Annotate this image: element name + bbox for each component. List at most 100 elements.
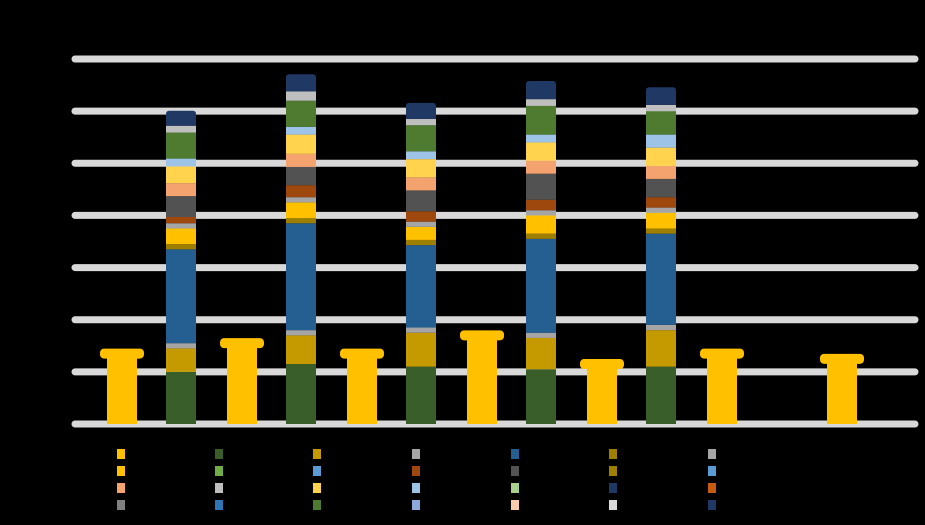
bar-segment: [166, 216, 196, 224]
bar-segment: [526, 337, 556, 370]
legend-swatch: [117, 483, 125, 493]
legend-swatch: [412, 483, 420, 493]
bar-left-cap: [220, 338, 264, 349]
bar-segment: [526, 332, 556, 338]
bar-left: [347, 353, 377, 424]
bar-segment: [166, 371, 196, 424]
gridlines: [71, 55, 919, 428]
legend-swatch: [609, 500, 617, 510]
legend-entry: [511, 500, 521, 510]
bar-segment: [286, 91, 316, 101]
legend-swatch: [412, 449, 420, 459]
bars: [100, 74, 864, 424]
legend-swatch: [313, 500, 321, 510]
bar-stack-cap: [646, 87, 676, 94]
bar-left-cap: [100, 348, 144, 359]
legend-swatch: [117, 466, 125, 476]
bar-segment: [406, 125, 436, 152]
bar-left-cap: [460, 330, 504, 341]
legend-swatch: [511, 466, 519, 476]
bar-segment: [406, 221, 436, 227]
legend-entry: [313, 449, 323, 459]
bar-segment: [286, 126, 316, 135]
bar-segment: [406, 105, 436, 119]
bar-segment: [166, 183, 196, 197]
bar-segment: [526, 238, 556, 333]
legend-swatch: [215, 500, 223, 510]
bar-stack-cap: [286, 74, 316, 81]
bar-segment: [646, 134, 676, 148]
legend-entry: [708, 483, 718, 493]
bar-segment: [406, 159, 436, 178]
bar-stack-cap: [526, 81, 556, 88]
bar-segment: [526, 215, 556, 234]
legend-swatch: [215, 449, 223, 459]
bar-segment: [406, 190, 436, 212]
legend-entry: [609, 500, 619, 510]
bar-segment: [286, 166, 316, 186]
legend-swatch: [215, 483, 223, 493]
bar-segment: [286, 100, 316, 127]
bar-segment: [406, 245, 436, 328]
bar-segment: [526, 105, 556, 135]
legend-swatch: [708, 500, 716, 510]
legend-swatch: [708, 483, 716, 493]
legend-swatch: [313, 483, 321, 493]
legend-entry: [511, 483, 521, 493]
bar-segment: [166, 132, 196, 159]
bar-segment: [286, 335, 316, 365]
bar-segment: [646, 104, 676, 112]
bar-segment: [286, 202, 316, 219]
bar-segment: [166, 158, 196, 167]
bar-segment: [286, 77, 316, 92]
legend-swatch: [511, 449, 519, 459]
legend-entry: [117, 500, 127, 510]
legend-entry: [708, 500, 718, 510]
bar-segment: [526, 199, 556, 211]
bar-segment: [646, 111, 676, 135]
bar-left-cap: [700, 348, 744, 359]
legend-entry: [412, 466, 422, 476]
bar-segment: [646, 197, 676, 208]
bar-segment: [526, 84, 556, 100]
bar-segment: [646, 324, 676, 331]
bar-segment: [166, 249, 196, 344]
legend-swatch: [215, 466, 223, 476]
legend-swatch: [609, 466, 617, 476]
bar-segment: [286, 185, 316, 198]
bar-stack-cap: [166, 110, 196, 117]
bar-left: [827, 358, 857, 424]
bar-segment: [526, 134, 556, 143]
bar-segment: [646, 233, 676, 325]
bar-segment: [646, 228, 676, 234]
bar-segment: [526, 142, 556, 161]
bar-segment: [646, 90, 676, 105]
legend-entry: [117, 449, 127, 459]
bar-segment: [406, 151, 436, 160]
legend-entry: [511, 466, 521, 476]
bar-segment: [406, 327, 436, 333]
legend-swatch: [609, 483, 617, 493]
bar-segment: [286, 330, 316, 336]
legend-entry: [313, 466, 323, 476]
bar-segment: [166, 166, 196, 184]
legend-swatch: [412, 500, 420, 510]
bar-left: [467, 335, 497, 424]
bar-segment: [406, 366, 436, 424]
bar-segment: [166, 125, 196, 133]
legend-entry: [412, 500, 422, 510]
legend-entry: [215, 466, 225, 476]
bar-segment: [526, 233, 556, 239]
legend-swatch: [609, 449, 617, 459]
legend-entry: [412, 449, 422, 459]
bar-left-cap: [580, 359, 624, 370]
legend-entry: [117, 483, 127, 493]
bar-segment: [166, 343, 196, 349]
bar-left: [707, 353, 737, 424]
bar-segment: [286, 223, 316, 331]
bar-segment: [646, 207, 676, 213]
legend-entry: [511, 449, 521, 459]
legend-entry: [215, 449, 225, 459]
